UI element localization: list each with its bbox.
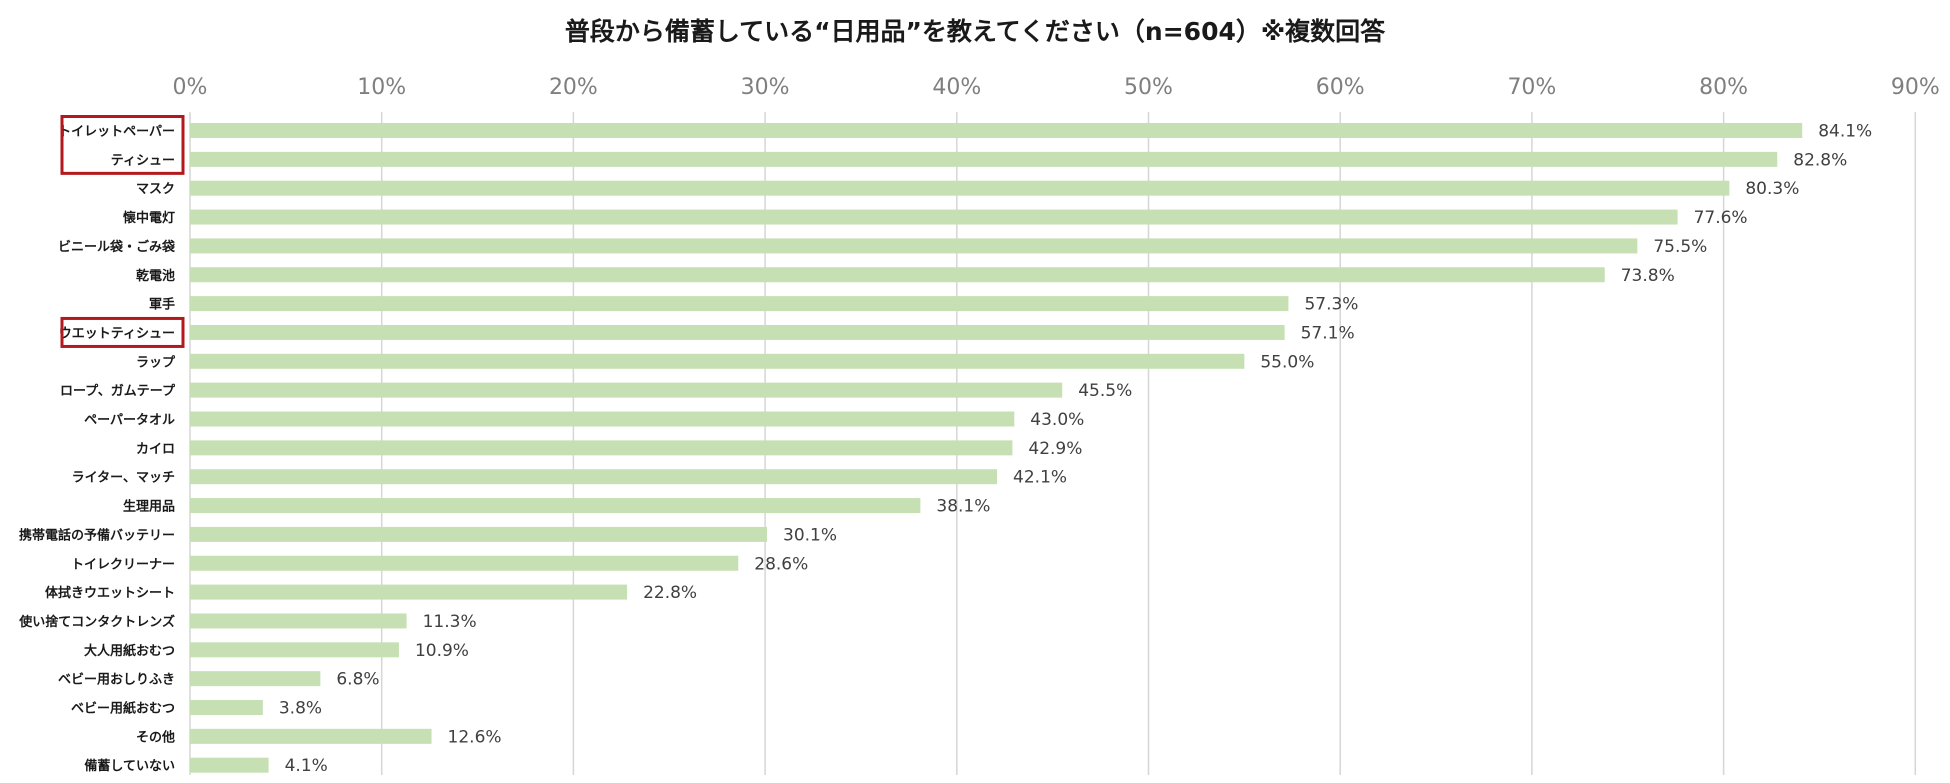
data-label: 12.6% — [448, 727, 502, 747]
category-label: ベビー用おしりふき — [58, 672, 175, 688]
bar — [190, 613, 407, 629]
highlight-boxes — [60, 115, 185, 348]
data-label: 11.3% — [423, 612, 477, 632]
data-label: 73.8% — [1621, 266, 1675, 286]
x-tick-label: 90% — [1891, 75, 1940, 100]
bar — [190, 238, 1638, 254]
x-tick-label: 50% — [1124, 75, 1173, 100]
data-label: 4.1% — [285, 756, 328, 776]
category-label: ラップ — [136, 355, 176, 370]
category-label: ティシュー — [111, 153, 175, 168]
data-label: 57.3% — [1304, 295, 1358, 315]
bar — [190, 180, 1730, 196]
bar — [190, 440, 1013, 456]
category-label: カイロ — [136, 442, 175, 457]
category-label: ロープ、ガムテープ — [60, 384, 176, 399]
category-labels: トイレットペーパーティシューマスク懐中電灯ビニール袋・ごみ袋乾電池軍手ウエットテ… — [18, 125, 176, 775]
category-label: 乾電池 — [136, 268, 175, 284]
bar — [190, 382, 1063, 398]
bars — [190, 123, 1803, 773]
category-label: 体拭きウエットシート — [45, 585, 175, 601]
bar — [190, 267, 1605, 283]
chart-title: 普段から備蓄している“日用品”を教えてください（n=604）※複数回答 — [564, 17, 1386, 46]
x-tick-label: 30% — [741, 75, 790, 100]
bar — [190, 671, 321, 687]
category-label: マスク — [136, 182, 175, 197]
category-label: ビニール袋・ごみ袋 — [58, 239, 176, 255]
data-label: 22.8% — [643, 583, 697, 603]
x-tick-label: 20% — [549, 75, 598, 100]
x-axis-ticks: 0% 10% 20% 30% 40% 50% 60% 70% 80% 90% — [173, 75, 1940, 100]
data-label: 84.1% — [1818, 122, 1872, 142]
category-label: 懐中電灯 — [123, 210, 175, 226]
x-tick-label: 70% — [1507, 75, 1556, 100]
data-label: 82.8% — [1793, 150, 1847, 170]
category-label: ペーパータオル — [84, 413, 175, 428]
bar — [190, 123, 1803, 138]
x-tick-label: 40% — [932, 75, 981, 100]
data-label: 6.8% — [336, 670, 379, 690]
category-label: 生理用品 — [123, 499, 175, 515]
bar — [190, 151, 1778, 167]
data-label: 28.6% — [754, 554, 808, 574]
data-label: 10.9% — [415, 641, 469, 661]
bar — [190, 469, 998, 485]
bar — [190, 642, 399, 658]
category-label: トイレクリーナー — [71, 557, 175, 572]
data-label: 3.8% — [279, 699, 322, 719]
bar — [190, 555, 739, 571]
highlight-box — [60, 316, 185, 348]
category-label: 使い捨てコンタクトレンズ — [18, 614, 175, 630]
bar — [190, 526, 768, 542]
data-label: 77.6% — [1694, 208, 1748, 228]
data-label: 43.0% — [1030, 410, 1084, 430]
bar — [190, 757, 269, 773]
bar — [190, 728, 432, 744]
x-tick-label: 0% — [173, 75, 208, 100]
data-label: 75.5% — [1653, 237, 1707, 257]
data-label: 30.1% — [783, 525, 837, 545]
bar — [190, 296, 1289, 312]
bar — [190, 584, 628, 600]
data-label: 45.5% — [1078, 381, 1132, 401]
data-label: 42.1% — [1013, 468, 1067, 488]
bar — [190, 209, 1678, 225]
bar — [190, 700, 263, 715]
data-label: 55.0% — [1260, 352, 1314, 372]
data-label: 38.1% — [936, 497, 990, 517]
category-label: 大人用紙おむつ — [84, 643, 175, 659]
category-label: 軍手 — [149, 297, 175, 313]
x-tick-label: 10% — [357, 75, 406, 100]
category-label: 携帯電話の予備バッテリー — [19, 527, 175, 543]
category-label: ベビー用紙おむつ — [71, 701, 175, 717]
data-label: 42.9% — [1028, 439, 1082, 459]
bar — [190, 324, 1285, 340]
data-label: 57.1% — [1301, 323, 1355, 343]
highlight-box — [60, 115, 185, 175]
category-label: 備蓄していない — [84, 758, 175, 774]
data-labels: 84.1% 82.8% 80.3% 77.6% 75.5% 73.8% 57.3% 57.1%… — [279, 122, 1872, 777]
category-label: ライター、マッチ — [72, 471, 175, 486]
x-tick-label: 60% — [1316, 75, 1365, 100]
category-label: トイレットペーパー — [58, 125, 175, 140]
bar — [190, 498, 921, 514]
bar — [190, 353, 1245, 369]
bar — [190, 411, 1015, 427]
x-tick-label: 80% — [1699, 75, 1748, 100]
category-label: その他 — [136, 729, 175, 745]
data-label: 80.3% — [1745, 179, 1799, 199]
category-label: ウエットティシュー — [59, 326, 175, 341]
